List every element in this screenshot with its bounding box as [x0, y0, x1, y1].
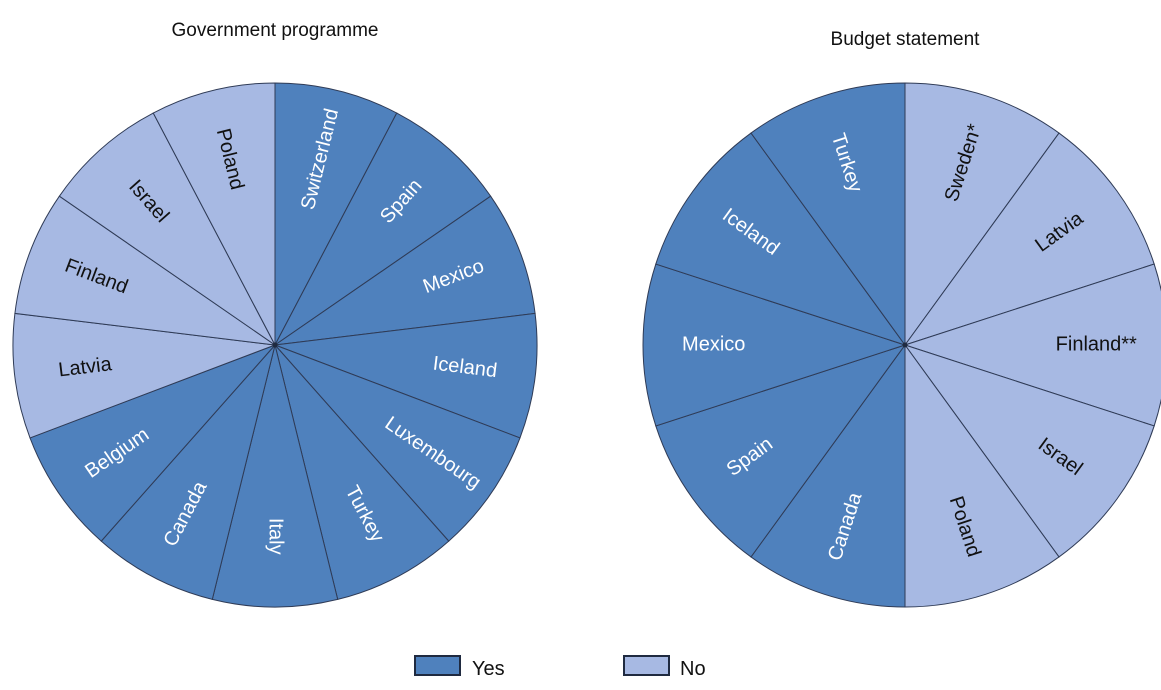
- pie-label-government-programme-italy: Italy: [265, 518, 287, 555]
- pie-slice-government-programme-switzerland: [274, 82, 398, 346]
- pie-slice-budget-statement-turkey: [750, 82, 906, 347]
- pie-slice-government-programme-turkey: [274, 344, 450, 600]
- pie-slice-budget-statement-finland: [903, 263, 1161, 427]
- pie-slice-government-programme-spain: [274, 112, 492, 346]
- pie-slice-government-programme-belgium: [29, 344, 276, 542]
- pie-budget-statement: Sweden*LatviaFinland**IsraelPolandCanada…: [642, 82, 1161, 608]
- legend-label-yes: Yes: [472, 658, 505, 680]
- chart-title-government-programme: Government programme: [172, 20, 379, 41]
- pie-slice-government-programme-italy: [211, 344, 339, 608]
- pie-slice-government-programme-latvia: [12, 312, 276, 439]
- pie-slice-government-programme-mexico: [274, 195, 536, 346]
- chart-title-budget-statement: Budget statement: [831, 29, 981, 50]
- pie-slice-government-programme-luxembourg: [274, 344, 521, 542]
- pie-slice-government-programme-poland: [152, 82, 276, 346]
- legend: Yes No: [414, 655, 706, 680]
- legend-swatch-no: [623, 655, 670, 676]
- pie-center-budget-statement: [902, 342, 908, 348]
- pie-label-budget-statement-finland: Finland**: [1056, 333, 1137, 355]
- pie-slice-budget-statement-sweden: [904, 82, 1060, 347]
- legend-swatch-yes: [414, 655, 461, 676]
- pie-slice-budget-statement-israel: [903, 344, 1155, 558]
- pie-slice-budget-statement-latvia: [903, 132, 1155, 346]
- pie-government-programme: Switzerland SpainMexicoIcelandLuxembourgT…: [12, 82, 538, 608]
- pie-slice-government-programme-finland: [14, 195, 276, 346]
- pie-slice-budget-statement-mexico: [642, 263, 907, 427]
- pie-slice-budget-statement-spain: [655, 344, 907, 558]
- pie-slice-government-programme-iceland: [274, 312, 538, 439]
- pie-slice-budget-statement-canada: [750, 343, 906, 608]
- pie-slice-budget-statement-poland: [904, 343, 1060, 608]
- pie-slice-budget-statement-iceland: [655, 132, 907, 346]
- pie-label-budget-statement-mexico: Mexico: [682, 333, 745, 355]
- pie-slice-government-programme-israel: [58, 112, 276, 346]
- pie-center-government-programme: [272, 342, 278, 348]
- legend-label-no: No: [680, 658, 706, 680]
- pie-slice-government-programme-canada: [100, 344, 276, 600]
